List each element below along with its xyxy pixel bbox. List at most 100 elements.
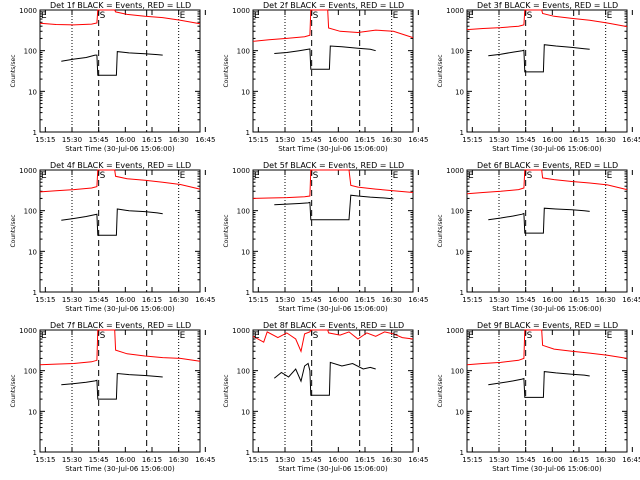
- y-tick-label: 1000: [19, 167, 37, 175]
- panel-title: Det 6f BLACK = Events, RED = LLD: [477, 161, 618, 170]
- y-tick-label: 1000: [446, 7, 464, 15]
- marker-e-label: E: [41, 331, 47, 341]
- x-tick-label: 16:30: [382, 296, 402, 304]
- x-tick-label: 16:45: [408, 296, 428, 304]
- x-tick-label: 15:30: [62, 456, 82, 464]
- y-tick-label: 1: [246, 289, 250, 297]
- x-tick-label: 16:30: [169, 296, 189, 304]
- series-lld-red-line: [466, 169, 628, 195]
- series-lld-red-line: [39, 329, 201, 366]
- series-events-black-line: [274, 194, 394, 221]
- series-lld-red-line: [252, 169, 414, 199]
- y-tick-label: 1: [33, 129, 37, 137]
- y-tick-label: 10: [241, 408, 250, 416]
- x-tick-label: 15:30: [489, 136, 509, 144]
- y-axis-label: Counts/sec: [437, 54, 444, 87]
- y-tick-label: 100: [237, 48, 250, 56]
- marker-s-label: S: [100, 331, 106, 341]
- x-tick-label: 15:15: [248, 136, 268, 144]
- x-tick-label: 16:45: [408, 456, 428, 464]
- marker-e-label: E: [41, 11, 47, 21]
- series-events-black-line: [488, 44, 590, 73]
- marker-e-label: E: [180, 171, 186, 181]
- panel-title: Det 8f BLACK = Events, RED = LLD: [263, 321, 404, 330]
- series-events-black-line: [488, 207, 590, 234]
- plot-frame: [466, 169, 628, 293]
- y-tick-label: 1: [460, 449, 464, 457]
- y-tick-label: 100: [237, 368, 250, 376]
- y-tick-label: 1000: [232, 327, 250, 335]
- x-tick-label: 15:45: [302, 136, 322, 144]
- x-axis-label: Start Time (30-Jul-06 15:06:00): [278, 465, 388, 473]
- x-tick-label: 15:30: [275, 136, 295, 144]
- panel-det-7f: Det 7f BLACK = Events, RED = LLD 1 10 100 10…: [10, 321, 215, 473]
- series-lld-red-line: [466, 329, 628, 366]
- x-tick-label: 16:30: [596, 456, 616, 464]
- panel-title: Det 4f BLACK = Events, RED = LLD: [50, 161, 191, 170]
- series-lld-red-line: [39, 9, 201, 26]
- series-events-black-line: [61, 372, 163, 400]
- plot-frame: [39, 329, 201, 453]
- y-tick-label: 1: [460, 129, 464, 137]
- x-tick-label: 16:00: [115, 136, 135, 144]
- panel-title: Det 1f BLACK = Events, RED = LLD: [50, 1, 191, 10]
- marker-s-label: S: [313, 171, 319, 181]
- x-tick-label: 16:00: [115, 456, 135, 464]
- marker-s-label: S: [527, 171, 533, 181]
- y-tick-label: 1: [246, 449, 250, 457]
- x-tick-label: 15:45: [302, 456, 322, 464]
- marker-e-label: E: [180, 331, 186, 341]
- y-tick-label: 100: [451, 208, 464, 216]
- x-tick-label: 15:45: [89, 296, 109, 304]
- x-tick-label: 15:45: [302, 296, 322, 304]
- panel-det-3f: Det 3f BLACK = Events, RED = LLD 1 10 100 10…: [437, 1, 640, 153]
- x-tick-label: 15:45: [516, 296, 536, 304]
- panel-det-9f: Det 9f BLACK = Events, RED = LLD 1 10 100 10…: [437, 321, 640, 473]
- marker-e-label: E: [254, 171, 260, 181]
- x-tick-label: 16:30: [382, 456, 402, 464]
- marker-e-label: E: [254, 331, 260, 341]
- x-tick-label: 15:45: [516, 456, 536, 464]
- y-tick-label: 100: [451, 368, 464, 376]
- x-tick-label: 15:15: [462, 456, 482, 464]
- marker-s-label: S: [100, 11, 106, 21]
- y-tick-label: 100: [24, 48, 37, 56]
- marker-s-label: S: [313, 331, 319, 341]
- series-events-black-line: [61, 51, 163, 76]
- marker-e-label: E: [607, 171, 613, 181]
- marker-e-label: E: [607, 331, 613, 341]
- x-tick-label: 15:30: [489, 296, 509, 304]
- x-tick-label: 16:15: [569, 456, 589, 464]
- x-tick-label: 16:30: [169, 136, 189, 144]
- y-axis-label: Counts/sec: [437, 214, 444, 247]
- y-tick-label: 1000: [19, 7, 37, 15]
- y-tick-label: 10: [455, 248, 464, 256]
- x-tick-label: 16:30: [596, 136, 616, 144]
- x-tick-label: 16:15: [569, 296, 589, 304]
- y-tick-label: 100: [24, 208, 37, 216]
- x-axis-label: Start Time (30-Jul-06 15:06:00): [492, 305, 602, 313]
- x-axis-label: Start Time (30-Jul-06 15:06:00): [65, 145, 175, 153]
- x-axis-label: Start Time (30-Jul-06 15:06:00): [492, 465, 602, 473]
- x-tick-label: 15:45: [89, 136, 109, 144]
- panel-title: Det 2f BLACK = Events, RED = LLD: [263, 1, 404, 10]
- marker-e-label: E: [468, 331, 474, 341]
- plot-frame: [39, 169, 201, 293]
- x-tick-label: 16:00: [328, 136, 348, 144]
- y-tick-label: 10: [28, 88, 37, 96]
- x-tick-label: 16:00: [542, 456, 562, 464]
- x-tick-label: 15:30: [62, 296, 82, 304]
- plot-frame: [252, 169, 414, 293]
- y-tick-label: 10: [241, 248, 250, 256]
- panel-title: Det 7f BLACK = Events, RED = LLD: [50, 321, 191, 330]
- x-tick-label: 16:45: [408, 136, 428, 144]
- y-tick-label: 10: [455, 408, 464, 416]
- plot-frame: [466, 329, 628, 453]
- x-tick-label: 16:45: [622, 136, 640, 144]
- x-axis-label: Start Time (30-Jul-06 15:06:00): [492, 145, 602, 153]
- x-axis-label: Start Time (30-Jul-06 15:06:00): [65, 305, 175, 313]
- plot-frame: [252, 9, 414, 133]
- x-tick-label: 16:15: [355, 296, 375, 304]
- x-tick-label: 15:45: [89, 456, 109, 464]
